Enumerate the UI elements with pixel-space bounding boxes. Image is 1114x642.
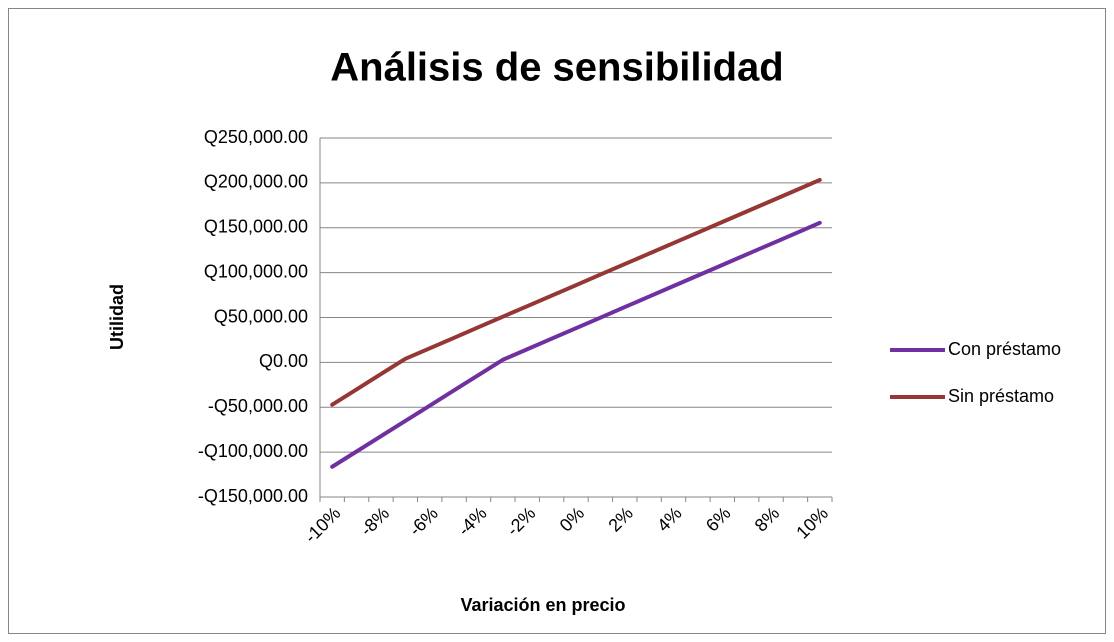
y-tick-label: Q150,000.00 (204, 217, 308, 237)
y-tick-label: -Q100,000.00 (198, 441, 308, 461)
y-tick-label: Q50,000.00 (214, 306, 308, 326)
y-tick-label: -Q50,000.00 (208, 396, 308, 416)
legend-label: Sin préstamo (948, 386, 1054, 406)
legend-label: Con préstamo (948, 339, 1061, 359)
series-line (330, 220, 822, 469)
y-tick-label: -Q150,000.00 (198, 486, 308, 506)
y-tick-label: Q250,000.00 (204, 127, 308, 147)
y-tick-label: Q200,000.00 (204, 172, 308, 192)
x-axis-title: Variación en precio (460, 595, 625, 615)
chart-title: Análisis de sensibilidad (330, 46, 783, 90)
series-line (330, 177, 822, 407)
y-axis-title: Utilidad (107, 284, 127, 350)
y-tick-label: Q0.00 (259, 351, 308, 371)
y-tick-label: Q100,000.00 (204, 261, 308, 281)
chart-border (8, 8, 1106, 634)
